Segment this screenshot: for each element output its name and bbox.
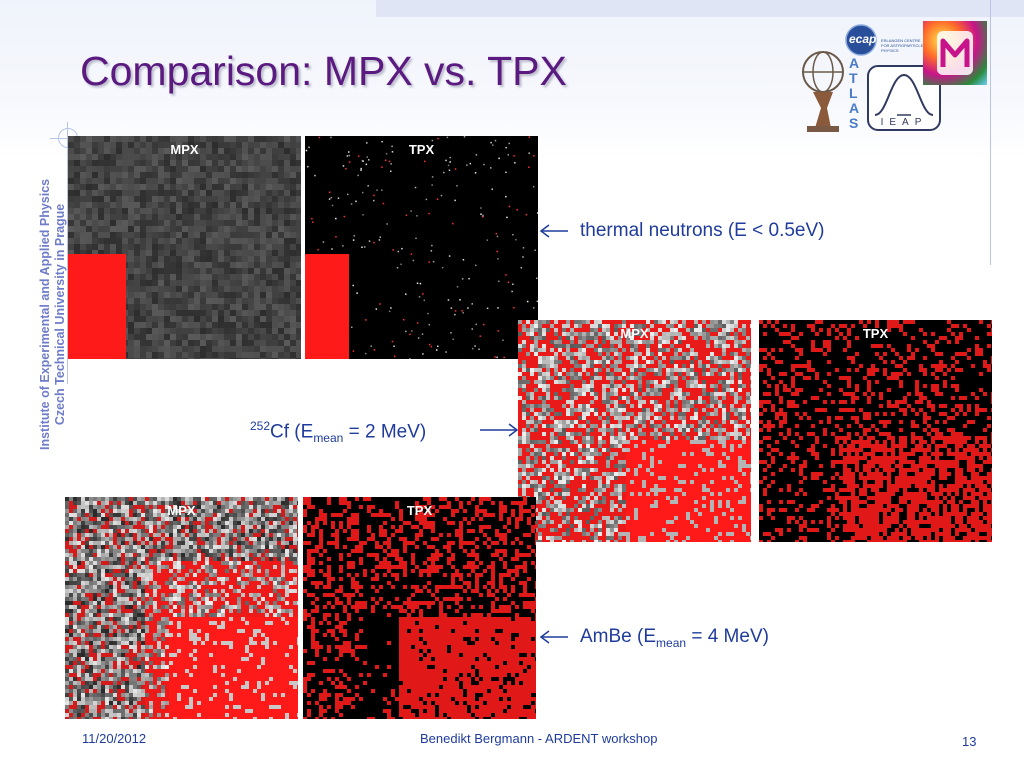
thermal-tpx-panel: TPX [305, 136, 538, 359]
institute-line-2: Czech Technical University in Prague [53, 203, 67, 426]
ambe-tpx-panel: TPX [303, 497, 536, 719]
ambe-text: AmBe (E [580, 626, 657, 647]
thermal-tpx-label: TPX [408, 142, 435, 157]
ambe-arrow-icon [539, 630, 568, 644]
atlas-letters: ATLAS [849, 55, 860, 131]
thermal-mpx-panel: MPX [68, 136, 301, 359]
thermal-arrow-icon [539, 224, 568, 238]
ambe-tpx-label: TPX [406, 503, 433, 518]
thermal-mpx-label: MPX [170, 142, 199, 157]
cf-mpx-panel: MPX [518, 320, 751, 542]
ambe-annotation: AmBe (Emean = 4 MeV) [580, 626, 769, 650]
ambe-mpx-label: MPX [167, 503, 196, 518]
cf-arrow-icon [480, 423, 519, 437]
footer-date: 11/20/2012 [82, 731, 147, 746]
atlas-logo: ATLAS [795, 48, 865, 134]
ambe-subscript: mean [656, 635, 687, 650]
ieap-logo: IEAP [867, 65, 941, 131]
page-number: 13 [962, 734, 977, 749]
slide-title: Comparison: MPX vs. TPX [80, 48, 567, 94]
cf-mpx-label: MPX [620, 326, 649, 341]
ieap-text: IEAP [880, 117, 928, 128]
institute-line-1: Institute of Experimental and Applied Ph… [38, 178, 52, 450]
top-strip [376, 0, 1024, 17]
ambe-mpx-panel: MPX [65, 497, 298, 719]
vertical-guide-line [67, 122, 68, 384]
cf-isotope-mass: 252 [250, 419, 271, 433]
ecap-logo: ecap ERLANGEN CENTRE FOR ASTROPARTICLE P… [845, 22, 925, 62]
cf-tpx-panel: TPX [759, 320, 992, 542]
thermal-annotation: thermal neutrons (E < 0.5eV) [580, 220, 825, 241]
cf-annotation: 252Cf (Emean = 2 MeV) [250, 419, 426, 445]
ambe-energy: = 4 MeV) [686, 626, 769, 647]
cf-tpx-label: TPX [862, 326, 889, 341]
medipix-logo-icon [923, 21, 987, 85]
footer-title: Benedikt Bergmann - ARDENT workshop [420, 731, 658, 746]
ecap-wordmark: ecap [849, 32, 877, 46]
institute-text: Institute of Experimental and Applied Ph… [38, 179, 68, 450]
ecap-caption: ERLANGEN CENTRE FOR ASTROPARTICLE PHYSIC… [881, 38, 924, 53]
right-guide-line [990, 0, 991, 265]
cf-text: Cf (E [270, 421, 314, 443]
cf-subscript: mean [313, 431, 344, 446]
cf-energy: = 2 MeV) [343, 421, 427, 443]
